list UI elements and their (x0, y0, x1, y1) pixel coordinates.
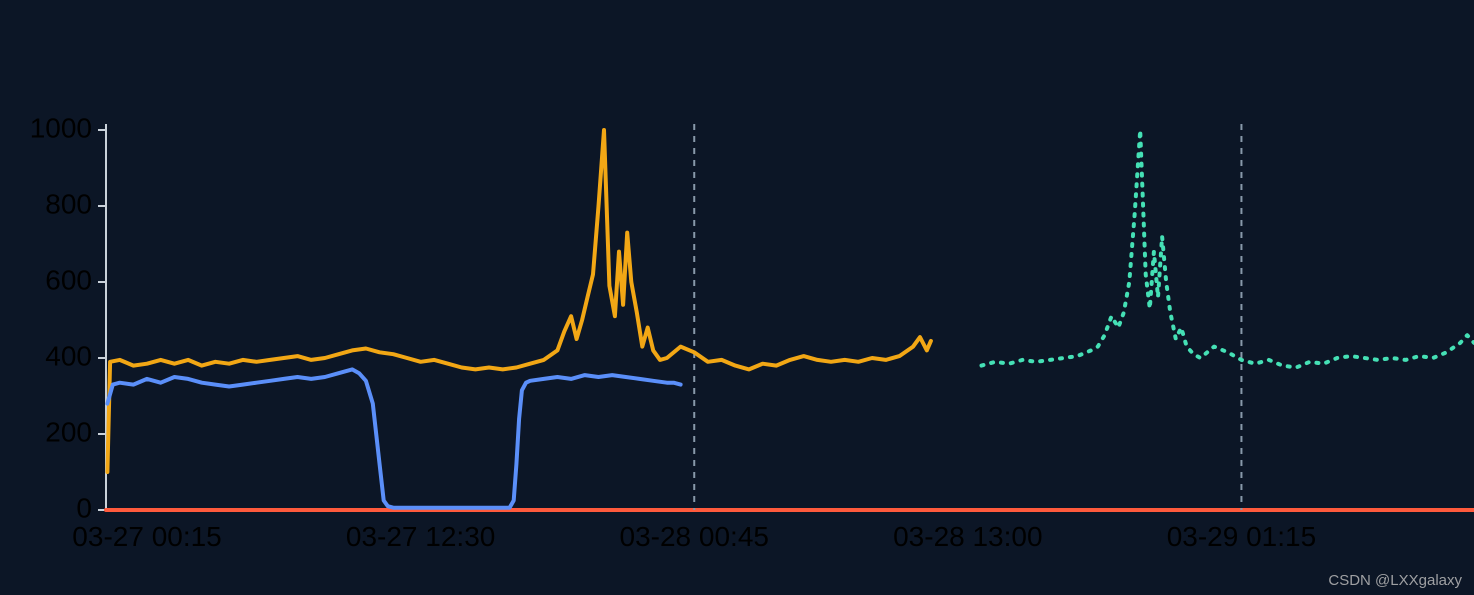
timeseries-chart: 0 200 400 600 800 1000 03-27 00:15 03-27 12:30 0… (0, 0, 1474, 595)
y-tick-label: 200 (45, 416, 92, 447)
chart-background (0, 0, 1474, 595)
x-tick-label: 03-27 12:30 (346, 521, 495, 552)
y-tick-label: 1000 (30, 112, 92, 143)
x-tick-label: 03-29 01:15 (1167, 521, 1316, 552)
y-tick-label: 800 (45, 188, 92, 219)
x-tick-label: 03-28 00:45 (620, 521, 769, 552)
x-tick-label: 03-28 13:00 (893, 521, 1042, 552)
chart-svg: 0 200 400 600 800 1000 03-27 00:15 03-27 12:30 0… (0, 0, 1474, 595)
y-tick-label: 400 (45, 340, 92, 371)
y-tick-label: 0 (76, 492, 92, 523)
y-tick-label: 600 (45, 264, 92, 295)
x-tick-label: 03-27 00:15 (72, 521, 221, 552)
